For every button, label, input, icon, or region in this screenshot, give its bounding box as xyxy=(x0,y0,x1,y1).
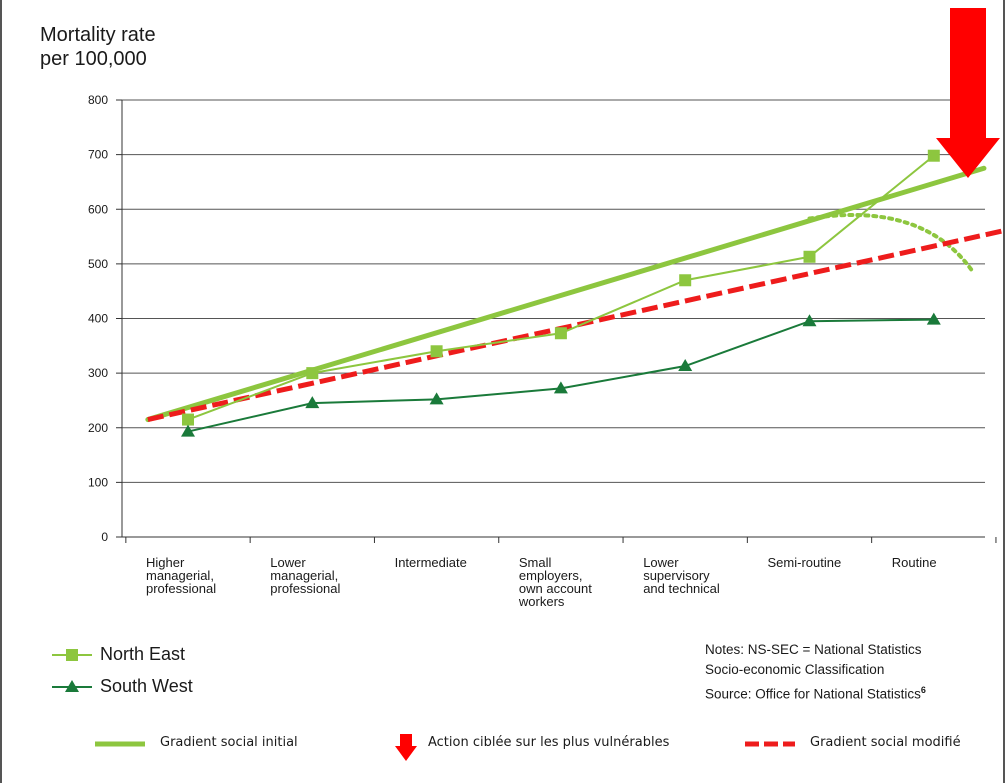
legend-modified-gradient-dash-icon xyxy=(745,741,795,747)
y-tick-labels: 0 100 200 300 400 500 600 700 800 xyxy=(88,93,108,544)
legend-label-north-east: North East xyxy=(100,644,186,664)
legend-label-south-west: South West xyxy=(100,676,193,696)
legend-down-arrow-icon xyxy=(395,734,417,761)
data-point xyxy=(802,314,817,327)
legend-initial-gradient-label: Gradient social initial xyxy=(160,735,298,750)
y-tick-label: 300 xyxy=(88,366,108,380)
data-point xyxy=(554,327,567,340)
initial-gradient-bend xyxy=(807,212,974,272)
legend-item-north-east: North East xyxy=(52,643,272,667)
axes xyxy=(116,99,997,543)
legend-targeted-action-label: Action ciblée sur les plus vulnérables xyxy=(428,735,670,750)
x-tick-label: Small employers, own account workers xyxy=(518,555,592,609)
x-tick-label: Semi-routine xyxy=(767,555,842,570)
x-tick-label: Lower supervisory and technical xyxy=(643,555,720,596)
initial-gradient-line xyxy=(145,165,987,423)
data-point xyxy=(429,392,444,405)
legend-modified-gradient-label: Gradient social modifié xyxy=(810,735,961,750)
legend-marker-square-icon xyxy=(52,649,92,661)
y-axis-label-line-1: Mortality rate xyxy=(40,24,156,46)
y-tick-label: 600 xyxy=(88,202,108,216)
y-axis-label-line-2: per 100,000 xyxy=(40,48,147,70)
modified-gradient-line xyxy=(147,228,1003,422)
legend-initial-gradient-line-icon xyxy=(95,741,145,747)
data-point xyxy=(927,149,940,162)
data-point xyxy=(181,424,195,437)
notes-source-footnote: 6 xyxy=(920,685,926,695)
data-point xyxy=(182,413,194,426)
y-tick-label: 500 xyxy=(88,257,108,271)
legend-marker-triangle-icon xyxy=(52,680,92,692)
grid-lines xyxy=(122,99,985,483)
y-tick-label: 800 xyxy=(88,93,108,107)
legend-item-south-west: South West xyxy=(52,675,272,699)
x-tick-label: Routine xyxy=(891,555,937,570)
data-point xyxy=(803,250,816,263)
notes-source: Source: Office for National Statistics6 xyxy=(705,680,926,705)
targeted-action-arrow-icon xyxy=(936,8,1000,178)
y-tick-label: 100 xyxy=(88,475,108,489)
notes-line-1: Notes: NS-SEC = National Statistics xyxy=(705,642,922,657)
data-point xyxy=(553,381,568,394)
targeted-action-arrow xyxy=(936,8,1000,178)
x-tick-label: Intermediate xyxy=(394,555,467,570)
gradient-annotations xyxy=(145,165,1003,423)
data-point xyxy=(430,345,443,358)
x-tick-label: Lower managerial, professional xyxy=(270,555,341,596)
data-point xyxy=(305,396,320,409)
y-tick-label: 0 xyxy=(101,530,108,544)
notes-source-text: Source: Office for National Statistics xyxy=(705,686,921,702)
series-line xyxy=(187,154,935,421)
notes-line-2: Socio-economic Classification xyxy=(705,662,885,677)
data-point xyxy=(926,312,941,325)
data-point xyxy=(679,274,692,287)
data-point xyxy=(678,359,693,372)
x-tick-label: Higher managerial, professional xyxy=(146,555,217,596)
data-point xyxy=(306,367,319,380)
y-tick-label: 400 xyxy=(88,312,108,326)
series-lines xyxy=(181,149,941,437)
y-tick-label: 700 xyxy=(88,148,108,162)
y-tick-label: 200 xyxy=(88,421,108,435)
